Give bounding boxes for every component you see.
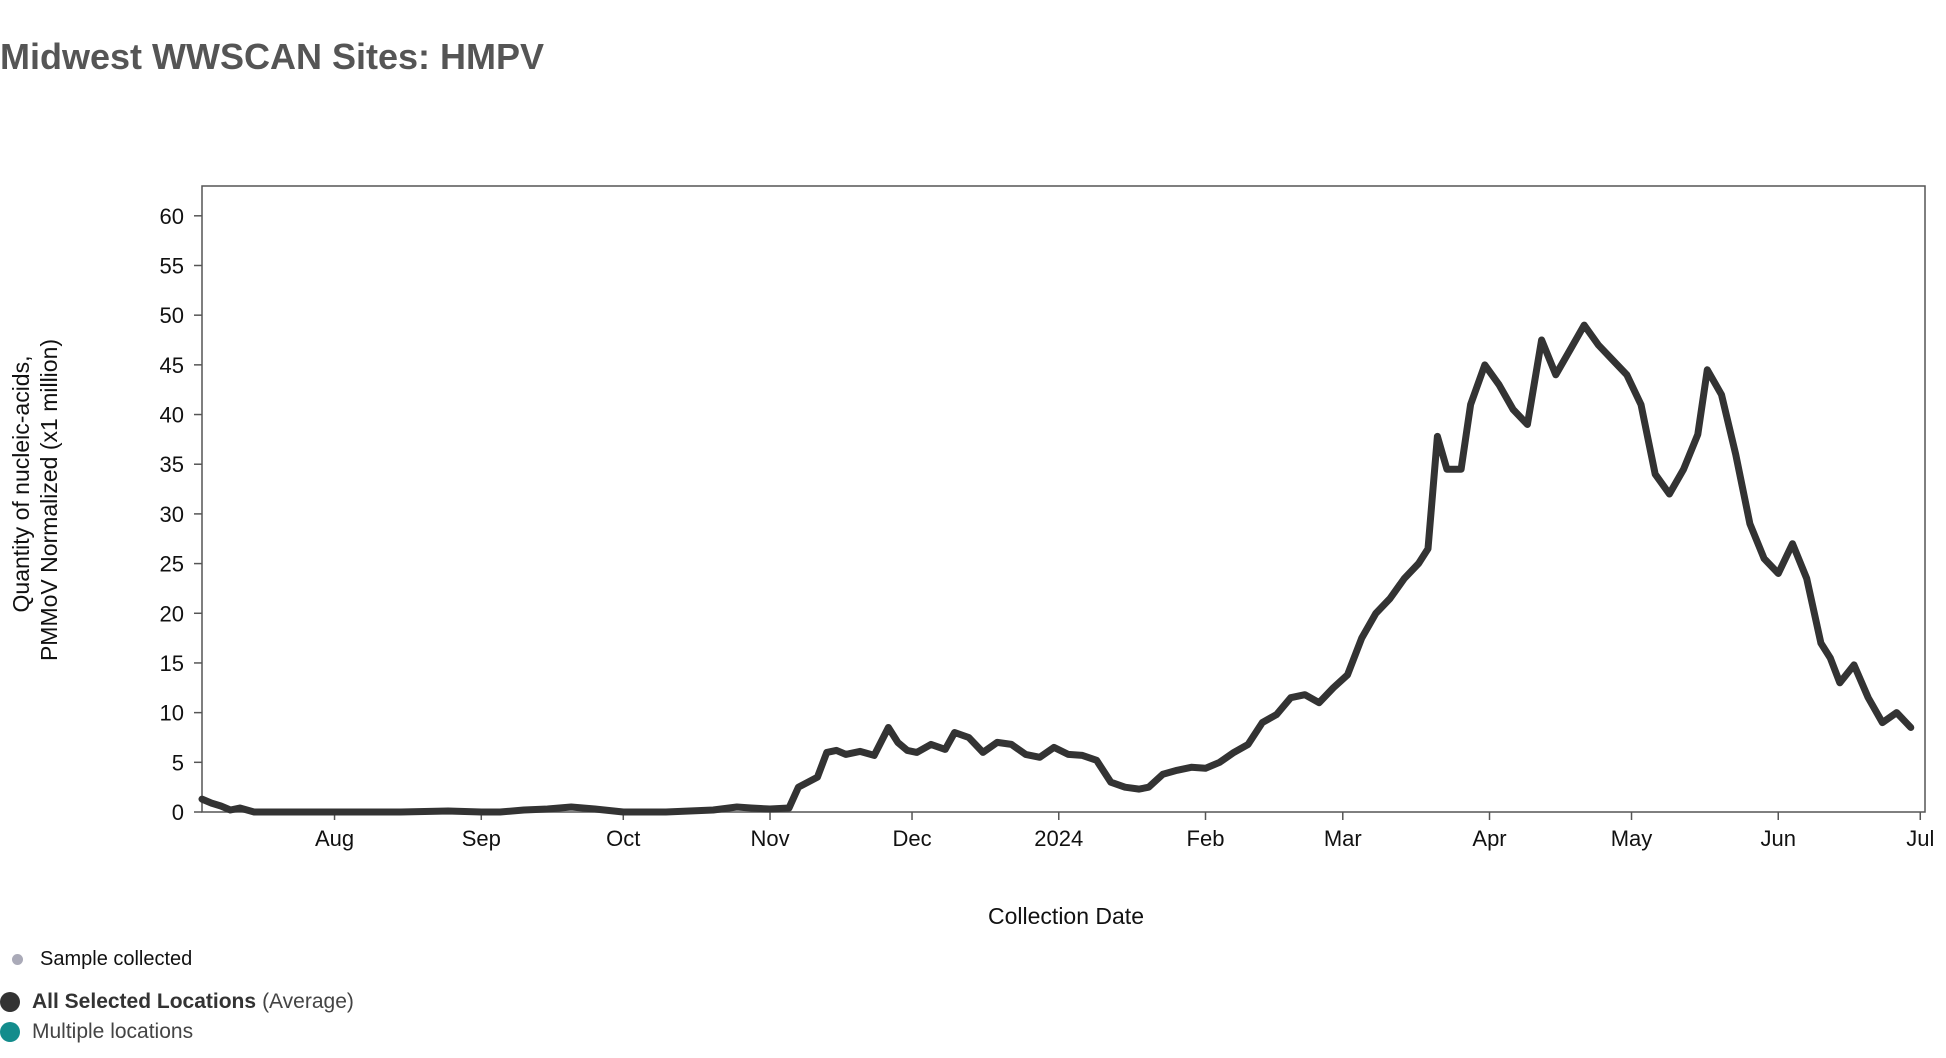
x-tick-label: Jul: [1906, 826, 1934, 851]
legend-item-all-selected-locations[interactable]: All Selected Locations (Average): [0, 990, 354, 1014]
y-tick-label: 5: [172, 750, 184, 775]
x-tick-label: Aug: [315, 826, 354, 851]
y-tick-label: 15: [160, 651, 184, 676]
y-tick-label: 10: [160, 701, 184, 726]
y-axis: 0 5 10 15 20 25 30 35 40 45 50 55 60: [160, 204, 202, 825]
legend-item-sample-collected[interactable]: Sample collected: [0, 948, 192, 971]
y-tick-label: 40: [160, 403, 184, 428]
x-tick-label: Oct: [606, 826, 640, 851]
y-tick-label: 50: [160, 303, 184, 328]
y-tick-label: 60: [160, 204, 184, 229]
location-dot-icon: [0, 1022, 20, 1042]
y-tick-label: 20: [160, 601, 184, 626]
y-tick-label: 25: [160, 552, 184, 577]
series-line-all-selected-locations: [198, 321, 1915, 816]
sample-dot-icon: [12, 954, 23, 965]
legend-item-multiple-locations[interactable]: Multiple locations: [0, 1020, 193, 1044]
x-tick-label: Sep: [462, 826, 501, 851]
x-tick-label: Feb: [1187, 826, 1225, 851]
x-tick-label: Nov: [750, 826, 789, 851]
x-tick-label: Jun: [1761, 826, 1796, 851]
y-tick-label: 35: [160, 452, 184, 477]
y-axis-label-line-1: Quantity of nucleic-acids,: [8, 356, 34, 613]
y-tick-label: 0: [172, 800, 184, 825]
x-tick-label: Mar: [1324, 826, 1362, 851]
legend-label: Sample collected: [40, 948, 193, 970]
x-axis-label: Collection Date: [988, 903, 1144, 929]
y-tick-label: 55: [160, 253, 184, 278]
legend-suffix: (Average): [262, 990, 354, 1013]
legend-label: All Selected Locations: [32, 990, 257, 1013]
x-tick-label: Apr: [1472, 826, 1506, 851]
x-axis: Aug Sep Oct Nov Dec 2024 Feb Mar Apr May Jun Jul: [315, 812, 1934, 851]
y-tick-label: 45: [160, 353, 184, 378]
legend-label: Multiple locations: [32, 1020, 194, 1043]
chart-title: Midwest WWSCAN Sites: HMPV: [0, 36, 545, 77]
series-dot-icon: [0, 992, 20, 1012]
x-tick-label: May: [1611, 826, 1653, 851]
x-tick-label: Dec: [892, 826, 931, 851]
x-tick-label: 2024: [1034, 826, 1083, 851]
plot-frame: [201, 185, 1926, 813]
y-axis-label-line-2: PMMoV Normalized (x1 million): [36, 339, 62, 661]
y-tick-label: 30: [160, 502, 184, 527]
